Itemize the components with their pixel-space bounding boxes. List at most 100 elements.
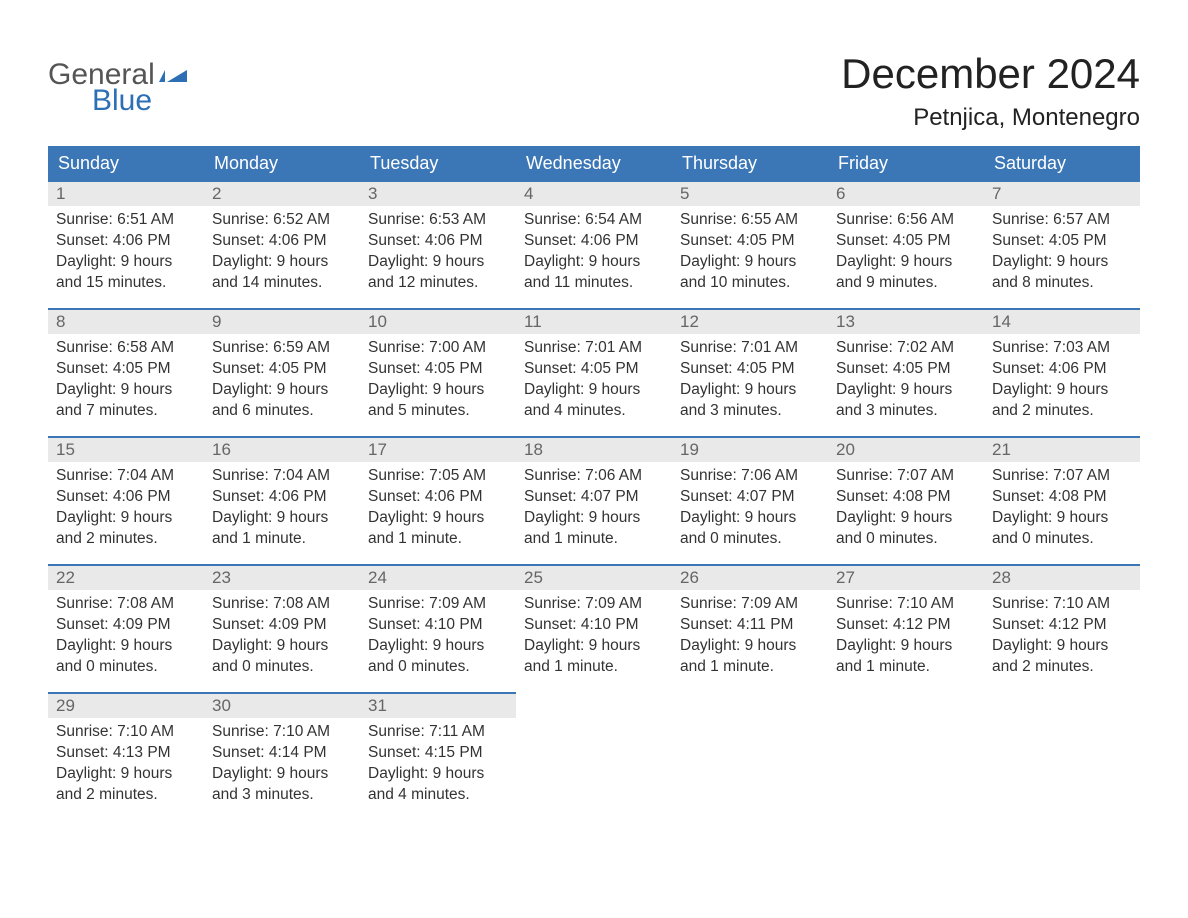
calendar-week-row: 8Sunrise: 6:58 AMSunset: 4:05 PMDaylight… bbox=[48, 308, 1140, 436]
day-body: Sunrise: 7:02 AMSunset: 4:05 PMDaylight:… bbox=[828, 334, 984, 430]
day-number: 1 bbox=[48, 180, 204, 206]
calendar-day-cell: 9Sunrise: 6:59 AMSunset: 4:05 PMDaylight… bbox=[204, 308, 360, 436]
day-body: Sunrise: 7:07 AMSunset: 4:08 PMDaylight:… bbox=[828, 462, 984, 558]
day-body: Sunrise: 7:10 AMSunset: 4:12 PMDaylight:… bbox=[984, 590, 1140, 686]
day-number: 27 bbox=[828, 564, 984, 590]
day-number: 26 bbox=[672, 564, 828, 590]
daylight-text: Daylight: 9 hours and 14 minutes. bbox=[212, 252, 352, 294]
day-body: Sunrise: 7:08 AMSunset: 4:09 PMDaylight:… bbox=[48, 590, 204, 686]
day-number: 6 bbox=[828, 180, 984, 206]
daylight-text: Daylight: 9 hours and 0 minutes. bbox=[836, 508, 976, 550]
day-number: 4 bbox=[516, 180, 672, 206]
sunrise-text: Sunrise: 6:56 AM bbox=[836, 210, 976, 231]
day-body: Sunrise: 6:56 AMSunset: 4:05 PMDaylight:… bbox=[828, 206, 984, 302]
day-body: Sunrise: 7:04 AMSunset: 4:06 PMDaylight:… bbox=[48, 462, 204, 558]
day-number: 22 bbox=[48, 564, 204, 590]
calendar-week-row: 1Sunrise: 6:51 AMSunset: 4:06 PMDaylight… bbox=[48, 180, 1140, 308]
sunrise-text: Sunrise: 6:51 AM bbox=[56, 210, 196, 231]
weekday-header: Tuesday bbox=[360, 147, 516, 181]
calendar-day-cell: 11Sunrise: 7:01 AMSunset: 4:05 PMDayligh… bbox=[516, 308, 672, 436]
weekday-header: Saturday bbox=[984, 147, 1140, 181]
daylight-text: Daylight: 9 hours and 2 minutes. bbox=[992, 380, 1132, 422]
calendar-day-cell: 7Sunrise: 6:57 AMSunset: 4:05 PMDaylight… bbox=[984, 180, 1140, 308]
calendar-day-cell: 31Sunrise: 7:11 AMSunset: 4:15 PMDayligh… bbox=[360, 692, 516, 820]
day-number: 13 bbox=[828, 308, 984, 334]
day-body: Sunrise: 6:58 AMSunset: 4:05 PMDaylight:… bbox=[48, 334, 204, 430]
day-body: Sunrise: 6:53 AMSunset: 4:06 PMDaylight:… bbox=[360, 206, 516, 302]
sunset-text: Sunset: 4:06 PM bbox=[56, 231, 196, 252]
daylight-text: Daylight: 9 hours and 1 minute. bbox=[524, 636, 664, 678]
calendar-day-cell: 2Sunrise: 6:52 AMSunset: 4:06 PMDaylight… bbox=[204, 180, 360, 308]
day-number: 24 bbox=[360, 564, 516, 590]
logo-blue-text: Blue bbox=[92, 86, 152, 116]
sunset-text: Sunset: 4:05 PM bbox=[680, 231, 820, 252]
day-number: 15 bbox=[48, 436, 204, 462]
calendar-day-cell: 10Sunrise: 7:00 AMSunset: 4:05 PMDayligh… bbox=[360, 308, 516, 436]
day-body: Sunrise: 7:09 AMSunset: 4:11 PMDaylight:… bbox=[672, 590, 828, 686]
day-body: Sunrise: 7:07 AMSunset: 4:08 PMDaylight:… bbox=[984, 462, 1140, 558]
sunset-text: Sunset: 4:10 PM bbox=[368, 615, 508, 636]
sunset-text: Sunset: 4:05 PM bbox=[836, 359, 976, 380]
sunrise-text: Sunrise: 7:05 AM bbox=[368, 466, 508, 487]
calendar-week-row: 29Sunrise: 7:10 AMSunset: 4:13 PMDayligh… bbox=[48, 692, 1140, 820]
daylight-text: Daylight: 9 hours and 2 minutes. bbox=[992, 636, 1132, 678]
calendar-day-cell: 20Sunrise: 7:07 AMSunset: 4:08 PMDayligh… bbox=[828, 436, 984, 564]
sunset-text: Sunset: 4:06 PM bbox=[368, 487, 508, 508]
daylight-text: Daylight: 9 hours and 5 minutes. bbox=[368, 380, 508, 422]
day-body: Sunrise: 7:01 AMSunset: 4:05 PMDaylight:… bbox=[516, 334, 672, 430]
sunset-text: Sunset: 4:11 PM bbox=[680, 615, 820, 636]
day-body: Sunrise: 7:00 AMSunset: 4:05 PMDaylight:… bbox=[360, 334, 516, 430]
sunrise-text: Sunrise: 7:04 AM bbox=[212, 466, 352, 487]
sunset-text: Sunset: 4:06 PM bbox=[368, 231, 508, 252]
calendar-day-cell: 21Sunrise: 7:07 AMSunset: 4:08 PMDayligh… bbox=[984, 436, 1140, 564]
sunset-text: Sunset: 4:12 PM bbox=[836, 615, 976, 636]
calendar-day-cell bbox=[984, 692, 1140, 820]
day-body: Sunrise: 7:04 AMSunset: 4:06 PMDaylight:… bbox=[204, 462, 360, 558]
sunset-text: Sunset: 4:06 PM bbox=[524, 231, 664, 252]
day-number: 18 bbox=[516, 436, 672, 462]
sunset-text: Sunset: 4:06 PM bbox=[212, 231, 352, 252]
day-body: Sunrise: 7:03 AMSunset: 4:06 PMDaylight:… bbox=[984, 334, 1140, 430]
sunset-text: Sunset: 4:06 PM bbox=[56, 487, 196, 508]
day-body: Sunrise: 7:06 AMSunset: 4:07 PMDaylight:… bbox=[516, 462, 672, 558]
daylight-text: Daylight: 9 hours and 2 minutes. bbox=[56, 508, 196, 550]
daylight-text: Daylight: 9 hours and 9 minutes. bbox=[836, 252, 976, 294]
day-number: 12 bbox=[672, 308, 828, 334]
daylight-text: Daylight: 9 hours and 0 minutes. bbox=[992, 508, 1132, 550]
sunrise-text: Sunrise: 7:00 AM bbox=[368, 338, 508, 359]
sunset-text: Sunset: 4:09 PM bbox=[56, 615, 196, 636]
sunrise-text: Sunrise: 6:55 AM bbox=[680, 210, 820, 231]
sunset-text: Sunset: 4:12 PM bbox=[992, 615, 1132, 636]
day-body: Sunrise: 7:08 AMSunset: 4:09 PMDaylight:… bbox=[204, 590, 360, 686]
sunrise-text: Sunrise: 7:07 AM bbox=[992, 466, 1132, 487]
day-body: Sunrise: 7:06 AMSunset: 4:07 PMDaylight:… bbox=[672, 462, 828, 558]
day-body: Sunrise: 7:10 AMSunset: 4:12 PMDaylight:… bbox=[828, 590, 984, 686]
sunset-text: Sunset: 4:05 PM bbox=[212, 359, 352, 380]
daylight-text: Daylight: 9 hours and 1 minute. bbox=[680, 636, 820, 678]
weekday-header: Monday bbox=[204, 147, 360, 181]
sunrise-text: Sunrise: 7:02 AM bbox=[836, 338, 976, 359]
calendar-day-cell: 30Sunrise: 7:10 AMSunset: 4:14 PMDayligh… bbox=[204, 692, 360, 820]
daylight-text: Daylight: 9 hours and 3 minutes. bbox=[680, 380, 820, 422]
calendar-day-cell: 24Sunrise: 7:09 AMSunset: 4:10 PMDayligh… bbox=[360, 564, 516, 692]
daylight-text: Daylight: 9 hours and 0 minutes. bbox=[212, 636, 352, 678]
weekday-header: Sunday bbox=[48, 147, 204, 181]
sunset-text: Sunset: 4:05 PM bbox=[680, 359, 820, 380]
day-number: 30 bbox=[204, 692, 360, 718]
sunset-text: Sunset: 4:09 PM bbox=[212, 615, 352, 636]
day-number: 5 bbox=[672, 180, 828, 206]
calendar-week-row: 22Sunrise: 7:08 AMSunset: 4:09 PMDayligh… bbox=[48, 564, 1140, 692]
daylight-text: Daylight: 9 hours and 8 minutes. bbox=[992, 252, 1132, 294]
calendar-day-cell bbox=[516, 692, 672, 820]
daylight-text: Daylight: 9 hours and 0 minutes. bbox=[56, 636, 196, 678]
day-number: 9 bbox=[204, 308, 360, 334]
sunset-text: Sunset: 4:05 PM bbox=[524, 359, 664, 380]
daylight-text: Daylight: 9 hours and 7 minutes. bbox=[56, 380, 196, 422]
sunrise-text: Sunrise: 7:06 AM bbox=[680, 466, 820, 487]
sunrise-text: Sunrise: 7:06 AM bbox=[524, 466, 664, 487]
daylight-text: Daylight: 9 hours and 4 minutes. bbox=[368, 764, 508, 806]
sunset-text: Sunset: 4:14 PM bbox=[212, 743, 352, 764]
sunset-text: Sunset: 4:05 PM bbox=[56, 359, 196, 380]
sunrise-text: Sunrise: 6:54 AM bbox=[524, 210, 664, 231]
daylight-text: Daylight: 9 hours and 3 minutes. bbox=[212, 764, 352, 806]
